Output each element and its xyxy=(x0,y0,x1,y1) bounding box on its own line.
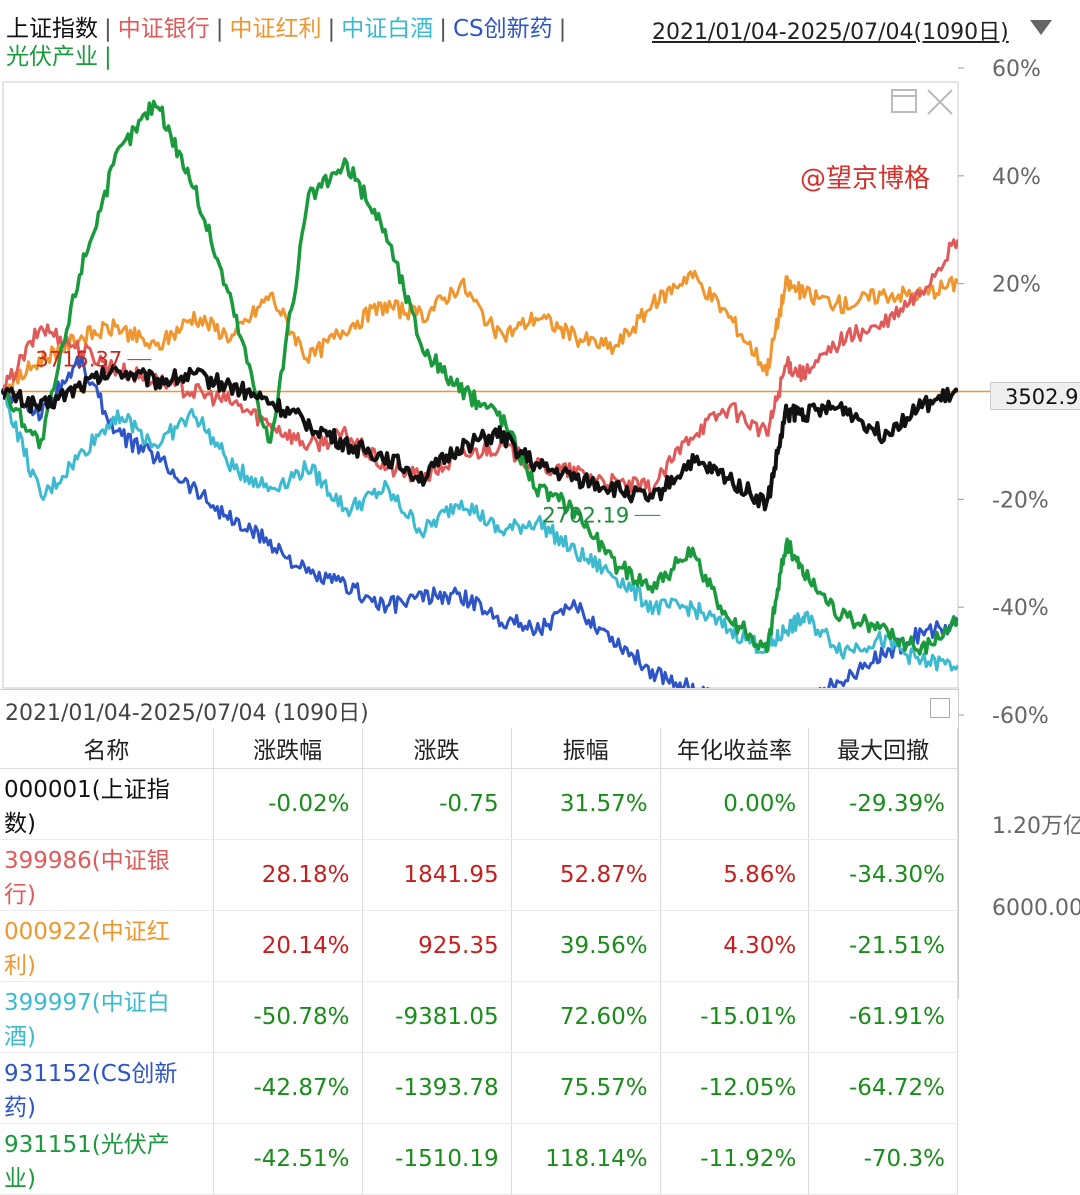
cell-annual-return: -12.05% xyxy=(660,1052,810,1124)
cell-max-drawdown: -64.72% xyxy=(808,1052,958,1124)
table-row[interactable]: 399997(中证白酒) -50.78% -9381.05 72.60% -15… xyxy=(0,981,958,1053)
cell-change: 1841.95 xyxy=(362,839,512,911)
legend-separator: | xyxy=(439,16,447,42)
table-header-row: 名称 涨跌幅 涨跌 振幅 年化收益率 最大回撤 xyxy=(0,728,958,769)
cell-change-pct: 20.14% xyxy=(213,910,363,982)
volume-label-low: 6000.00 xyxy=(992,896,1080,921)
column-header-max-drawdown[interactable]: 最大回撤 xyxy=(808,728,958,769)
chart-plot: 60% 40% 20% -20% -40% -60% 3715.37 2702.19 xyxy=(1,57,1049,729)
cell-change: -9381.05 xyxy=(362,981,512,1053)
legend-separator: | xyxy=(558,16,567,42)
legend-item-pharma[interactable]: CS创新药 xyxy=(453,16,553,42)
cell-max-drawdown: -61.91% xyxy=(808,981,958,1053)
legend-item-dividend[interactable]: 中证红利 xyxy=(229,16,322,42)
y-tick-label: 60% xyxy=(992,57,1041,82)
legend-separator: | xyxy=(104,16,112,42)
cell-annual-return: -11.92% xyxy=(660,1123,810,1195)
chevron-down-icon[interactable] xyxy=(1030,20,1052,35)
cell-change: -1510.19 xyxy=(362,1123,512,1195)
column-header-change[interactable]: 涨跌 xyxy=(362,728,512,769)
column-header-amplitude[interactable]: 振幅 xyxy=(511,728,661,769)
current-price-tag: 3502.9 xyxy=(990,382,1080,410)
legend-separator: | xyxy=(104,44,112,70)
legend-item-liquor[interactable]: 中证白酒 xyxy=(341,16,434,42)
table-row[interactable]: 931151(光伏产业) -42.51% -1510.19 118.14% -1… xyxy=(0,1123,958,1195)
row-name: 931152(CS创新药) xyxy=(0,1052,214,1124)
cell-amplitude: 31.57% xyxy=(511,768,661,840)
cell-max-drawdown: -34.30% xyxy=(808,839,958,911)
row-name: 931151(光伏产业) xyxy=(0,1123,214,1195)
cell-annual-return: 4.30% xyxy=(660,910,810,982)
cell-amplitude: 118.14% xyxy=(511,1123,661,1195)
series-line-4 xyxy=(3,354,958,688)
legend-separator: | xyxy=(215,16,224,42)
legend-row-2: 光伏产业 | xyxy=(6,42,118,72)
series-line-5 xyxy=(3,99,958,656)
column-header-change-pct[interactable]: 涨跌幅 xyxy=(213,728,363,769)
table-row[interactable]: 399986(中证银行) 28.18% 1841.95 52.87% 5.86%… xyxy=(0,839,958,911)
stats-panel-title: 2021/01/04-2025/07/04 (1090日) xyxy=(5,701,369,726)
date-range-selector[interactable]: 2021/01/04-2025/07/04(1090日) xyxy=(652,20,1009,45)
cell-annual-return: -15.01% xyxy=(660,981,810,1053)
cell-change: 925.35 xyxy=(362,910,512,982)
y-tick-label: -60% xyxy=(992,704,1049,729)
cell-max-drawdown: -21.51% xyxy=(808,910,958,982)
cell-change: -1393.78 xyxy=(362,1052,512,1124)
cell-annual-return: 0.00% xyxy=(660,768,810,840)
cell-amplitude: 75.57% xyxy=(511,1052,661,1124)
top-strip xyxy=(0,0,1080,6)
cell-change-pct: -0.02% xyxy=(213,768,363,840)
row-name: 000922(中证红利) xyxy=(0,910,214,982)
maximize-icon[interactable] xyxy=(891,89,917,113)
table-row[interactable]: 000922(中证红利) 20.14% 925.35 39.56% 4.30% … xyxy=(0,910,958,982)
column-header-name[interactable]: 名称 xyxy=(0,728,214,769)
y-tick-label: 20% xyxy=(992,273,1041,298)
legend-item-solar[interactable]: 光伏产业 xyxy=(6,44,98,70)
table-row[interactable]: 000001(上证指数) -0.02% -0.75 31.57% 0.00% -… xyxy=(0,768,958,840)
series-line-0 xyxy=(3,364,958,512)
volume-label-high: 1.20万亿 xyxy=(992,814,1080,839)
extreme-value-annotation: 3715.37 xyxy=(35,348,122,372)
cell-change: -0.75 xyxy=(362,768,512,840)
legend-item-bank[interactable]: 中证银行 xyxy=(117,16,210,42)
series-line-3 xyxy=(3,389,958,672)
y-tick-label: 40% xyxy=(992,165,1041,190)
column-header-annual-return[interactable]: 年化收益率 xyxy=(660,728,810,769)
cell-annual-return: 5.86% xyxy=(660,839,810,911)
legend-separator: | xyxy=(327,16,336,42)
close-icon[interactable] xyxy=(927,89,953,115)
row-name: 000001(上证指数) xyxy=(0,768,214,840)
cell-max-drawdown: -70.3% xyxy=(808,1123,958,1195)
cell-amplitude: 39.56% xyxy=(511,910,661,982)
cell-amplitude: 52.87% xyxy=(511,839,661,911)
y-tick-label: -40% xyxy=(992,596,1049,621)
watermark-text: @望京博格 xyxy=(800,164,931,194)
table-row[interactable]: 931152(CS创新药) -42.87% -1393.78 75.57% -1… xyxy=(0,1052,958,1124)
cell-change-pct: -42.51% xyxy=(213,1123,363,1195)
series-line-1 xyxy=(3,238,958,498)
legend-item-shanghai[interactable]: 上证指数 xyxy=(6,16,98,42)
window-controls xyxy=(891,89,953,115)
row-name: 399997(中证白酒) xyxy=(0,981,214,1053)
extreme-value-annotation: 2702.19 xyxy=(542,503,629,527)
cell-change-pct: -42.87% xyxy=(213,1052,363,1124)
cell-amplitude: 72.60% xyxy=(511,981,661,1053)
stats-table: 名称 涨跌幅 涨跌 振幅 年化收益率 最大回撤 000001(上证指数) -0.… xyxy=(0,728,958,1195)
cell-change-pct: -50.78% xyxy=(213,981,363,1053)
legend-row-1: 上证指数 | 中证银行 | 中证红利 | 中证白酒 | CS创新药 | xyxy=(6,14,572,44)
row-name: 399986(中证银行) xyxy=(0,839,214,911)
cell-change-pct: 28.18% xyxy=(213,839,363,911)
y-tick-label: -20% xyxy=(992,488,1049,513)
cell-max-drawdown: -29.39% xyxy=(808,768,958,840)
series-line-2 xyxy=(3,269,958,399)
close-icon[interactable] xyxy=(930,698,950,718)
